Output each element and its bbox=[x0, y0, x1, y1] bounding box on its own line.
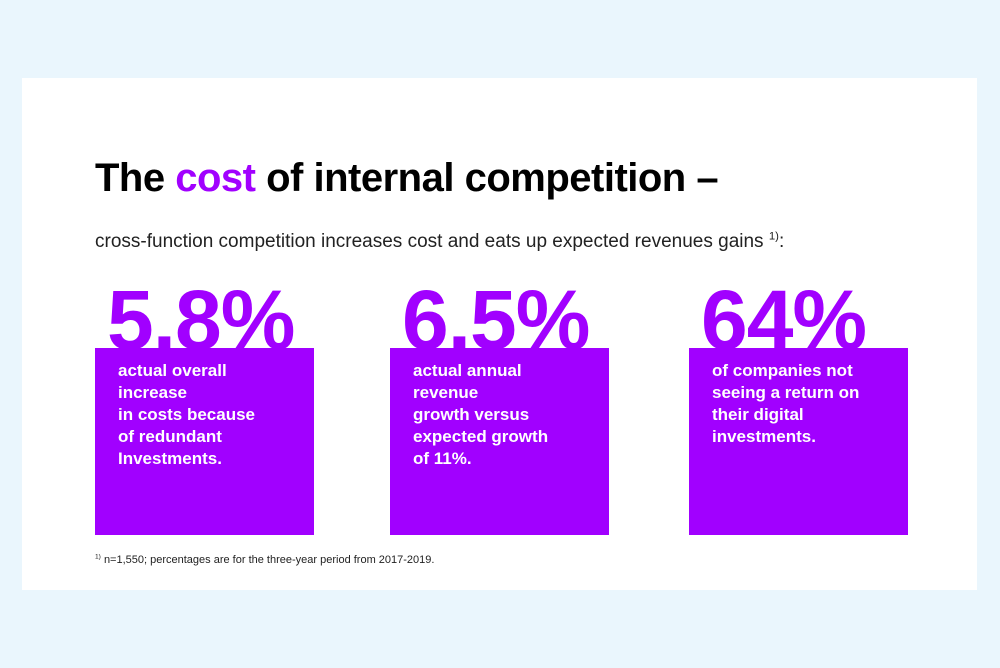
stat-block: 5.8% actual overall increase in costs becau… bbox=[95, 278, 315, 538]
subtitle-text: cross-function competition increases cos… bbox=[95, 231, 764, 252]
description-line: Investments. bbox=[118, 449, 222, 468]
stat-box: actual annual revenue growth versus expecte… bbox=[390, 348, 609, 535]
description-line: growth versus bbox=[413, 405, 530, 424]
footnote-text: n=1,550; percentages are for the three-y… bbox=[103, 554, 435, 566]
stat-block: 64% of companies not seeing a return on the… bbox=[689, 278, 909, 538]
footnote-mark: 1) bbox=[768, 230, 779, 243]
stat-description: of companies not seeing a return on their … bbox=[712, 360, 859, 448]
description-line: in costs because bbox=[118, 405, 256, 424]
description-line: investments. bbox=[712, 427, 816, 446]
stat-description: actual annual revenue growth versus expecte… bbox=[413, 360, 548, 470]
footnote: 1) n=1,550; percentages are for the thre… bbox=[95, 554, 434, 566]
description-line: of redundant bbox=[118, 427, 222, 446]
subtitle-end: : bbox=[778, 231, 785, 252]
description-line: seeing a return on bbox=[712, 383, 860, 402]
card: The cost of internal competition – cross… bbox=[22, 78, 977, 590]
title-text: of internal competition – bbox=[266, 156, 719, 200]
title-highlight: cost bbox=[175, 156, 256, 200]
description-line: increase bbox=[118, 383, 187, 402]
title: The cost of internal competition – bbox=[95, 156, 719, 201]
description-line: of 11%. bbox=[413, 449, 472, 468]
stat-box: actual overall increase in costs because of… bbox=[95, 348, 314, 535]
stat-description: actual overall increase in costs because of… bbox=[118, 360, 255, 470]
stat-block: 6.5% actual annual revenue growth versus exp… bbox=[390, 278, 610, 538]
description-line: of companies not bbox=[712, 361, 853, 380]
description-line: actual overall bbox=[118, 361, 227, 380]
stat-box: of companies not seeing a return on their … bbox=[689, 348, 908, 535]
description-line: expected growth bbox=[413, 427, 549, 446]
title-text: The bbox=[95, 156, 165, 200]
description-line: their digital bbox=[712, 405, 804, 424]
subtitle: cross-function competition increases cos… bbox=[95, 231, 784, 253]
description-line: actual annual bbox=[413, 361, 522, 380]
footnote-mark: 1) bbox=[95, 553, 101, 561]
description-line: revenue bbox=[413, 383, 479, 402]
